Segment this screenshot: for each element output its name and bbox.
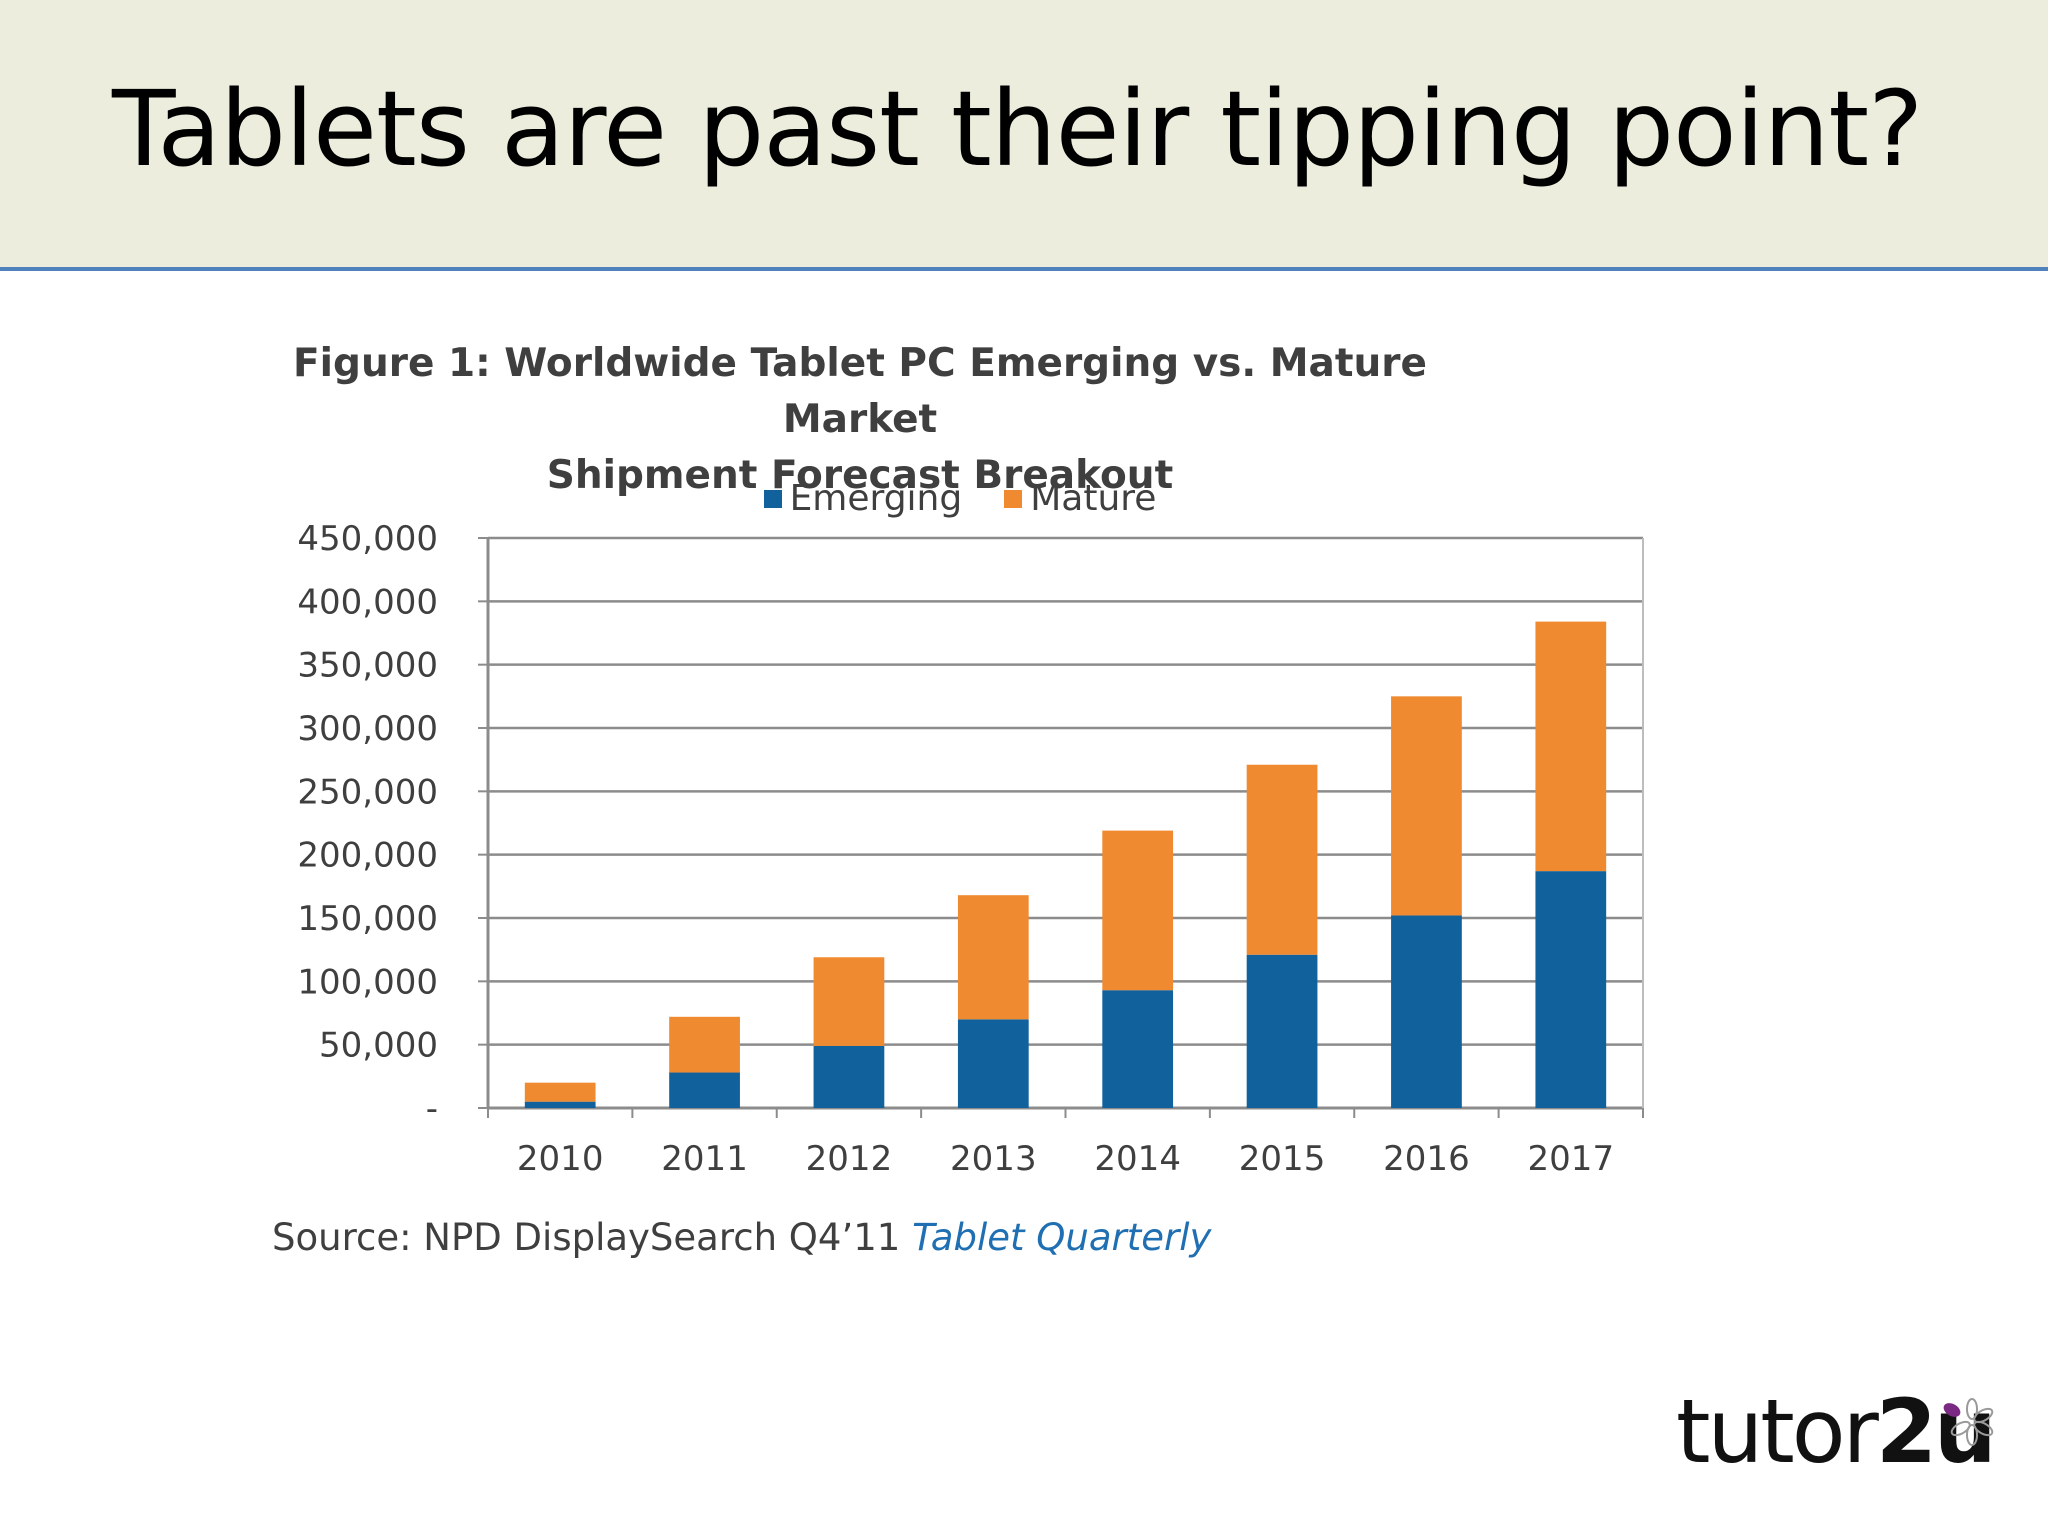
bar-mature-2013 [957, 895, 1029, 1020]
x-tick-label: 2015 [1239, 1139, 1326, 1179]
legend-label-emerging: Emerging [789, 478, 963, 519]
figure-title-line-1: Figure 1: Worldwide Tablet PC Emerging v… [293, 341, 1427, 442]
legend-item-emerging: Emerging [763, 478, 963, 519]
y-tick-label: 250,000 [297, 772, 438, 812]
x-tick-label: 2014 [1094, 1139, 1181, 1179]
x-tick-label: 2013 [950, 1139, 1037, 1179]
y-tick-label: 150,000 [297, 899, 438, 939]
source-text: Source: NPD DisplaySearch Q4’11 [272, 1216, 913, 1259]
bar-mature-2017 [1535, 621, 1607, 872]
bar-emerging-2012 [813, 1045, 885, 1108]
slide-title: Tablets are past their tipping point? [112, 68, 1923, 190]
title-bar: Tablets are past their tipping point? [0, 0, 2048, 271]
source-publication: Tablet Quarterly [912, 1216, 1212, 1259]
y-tick-label: 300,000 [297, 709, 438, 749]
figure-title-line-2: Shipment Forecast Breakout [546, 453, 1174, 498]
y-tick-label: 50,000 [319, 1026, 438, 1066]
x-tick-label: 2017 [1528, 1139, 1615, 1179]
legend-label-mature: Mature [1030, 478, 1157, 519]
bar-mature-2015 [1246, 764, 1318, 955]
bar-emerging-2017 [1535, 871, 1607, 1108]
bar-emerging-2011 [669, 1072, 740, 1108]
chart-legend: Emerging Mature [0, 478, 1920, 519]
bar-mature-2016 [1391, 696, 1462, 916]
bar-mature-2011 [669, 1016, 740, 1073]
bar-mature-2014 [1102, 830, 1174, 991]
x-tick-label: 2012 [806, 1139, 893, 1179]
bar-mature-2012 [813, 957, 885, 1046]
y-tick-label: 200,000 [297, 836, 438, 876]
source-citation: Source: NPD DisplaySearch Q4’11 Tablet Q… [272, 1216, 1211, 1259]
bar-emerging-2015 [1246, 954, 1318, 1108]
logo-text-tutor: tutor [1676, 1380, 1879, 1483]
legend-swatch-mature [1004, 489, 1023, 508]
y-tick-label: 350,000 [297, 646, 438, 686]
x-tick-label: 2016 [1383, 1139, 1470, 1179]
bar-emerging-2013 [957, 1019, 1029, 1108]
x-tick-label: 2010 [517, 1139, 604, 1179]
y-tick-label: 400,000 [297, 582, 438, 622]
legend-swatch-emerging [763, 489, 782, 508]
y-tick-label: - [426, 1089, 438, 1129]
bar-emerging-2014 [1102, 990, 1174, 1108]
x-tick-label: 2011 [661, 1139, 748, 1179]
figure-title: Figure 1: Worldwide Tablet PC Emerging v… [260, 336, 1460, 504]
bar-emerging-2010 [524, 1101, 596, 1108]
y-tick-label: 100,000 [297, 962, 438, 1002]
flower-logo-icon [1943, 1398, 1994, 1446]
legend-item-mature: Mature [1004, 478, 1156, 519]
bar-mature-2010 [524, 1082, 596, 1102]
y-tick-label: 450,000 [297, 519, 438, 559]
bar-emerging-2016 [1391, 915, 1462, 1108]
